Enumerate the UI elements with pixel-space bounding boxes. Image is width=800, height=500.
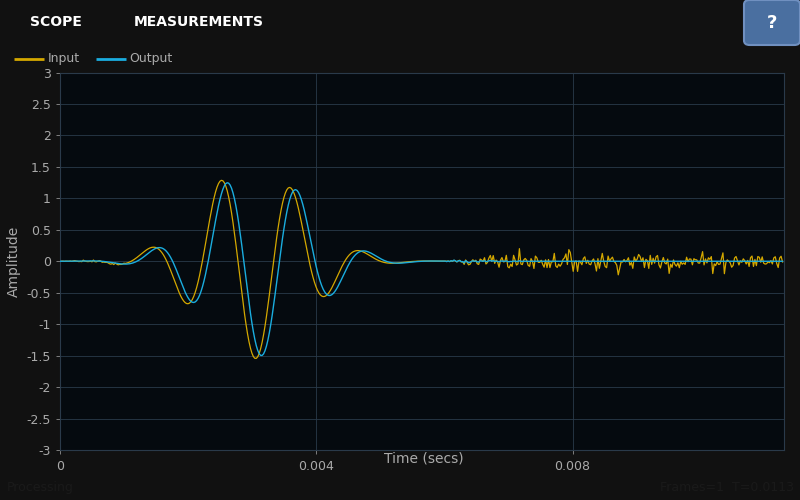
Text: Output: Output: [130, 52, 173, 65]
FancyBboxPatch shape: [744, 0, 800, 45]
Text: MEASUREMENTS: MEASUREMENTS: [134, 16, 264, 30]
Text: SCOPE: SCOPE: [30, 16, 82, 30]
Text: ?: ?: [767, 14, 777, 32]
Text: Processing: Processing: [6, 481, 74, 494]
Text: Time (secs): Time (secs): [384, 451, 464, 465]
Y-axis label: Amplitude: Amplitude: [7, 226, 21, 297]
Text: Frames=1  T=0.0113: Frames=1 T=0.0113: [659, 481, 794, 494]
Text: Input: Input: [48, 52, 80, 65]
